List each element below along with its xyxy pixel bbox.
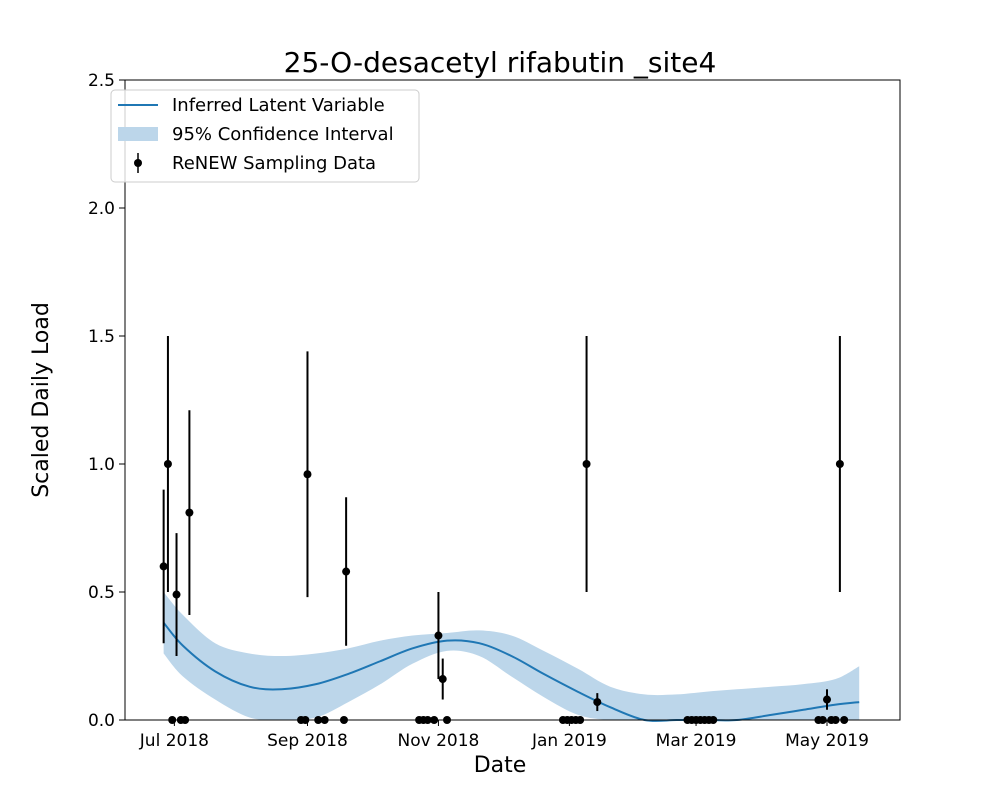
y-tick-label: 1.0: [88, 455, 115, 475]
sampling-point: [342, 567, 351, 576]
x-tick-label: Jan 2019: [531, 731, 607, 751]
legend-band-swatch: [118, 127, 158, 141]
legend: Inferred Latent Variable 95% Confidence …: [110, 89, 420, 183]
legend-label-confidence: 95% Confidence Interval: [172, 124, 394, 145]
sampling-point: [185, 508, 194, 517]
sampling-point: [593, 698, 602, 707]
x-axis-label: Date: [474, 753, 527, 778]
legend-label-sampling: ReNEW Sampling Data: [172, 153, 376, 174]
sampling-point: [303, 470, 312, 479]
x-tick-label: Jul 2018: [139, 731, 209, 751]
sampling-point: [582, 460, 591, 468]
y-axis: 0.0 0.5 1.0 1.5 2.0 2.5: [88, 71, 125, 731]
sampling-point: [172, 590, 181, 599]
sampling-point: [823, 695, 832, 704]
y-axis-label: Scaled Daily Load: [29, 302, 54, 498]
x-tick-label: Sep 2018: [267, 731, 348, 751]
x-tick-label: May 2019: [785, 731, 869, 751]
chart-title: 25-O-desacetyl rifabutin _site4: [284, 46, 717, 79]
sampling-point: [163, 460, 172, 468]
x-axis: Jul 2018 Sep 2018 Nov 2018 Jan 2019 Mar 2019…: [139, 720, 869, 751]
plot-frame: [124, 79, 901, 721]
legend-label-latent: Inferred Latent Variable: [172, 95, 385, 116]
legend-box: [110, 89, 420, 183]
latent-variable-line: [162, 622, 860, 722]
y-tick-label: 0.0: [88, 711, 115, 731]
sampling-point: [434, 631, 443, 640]
legend-point-swatch: [134, 159, 142, 167]
y-tick-label: 1.5: [88, 327, 115, 347]
plot-area: [159, 336, 860, 724]
sampling-point: [835, 460, 844, 468]
y-tick-label: 0.5: [88, 583, 115, 603]
x-tick-label: Mar 2019: [656, 731, 737, 751]
sampling-point: [159, 562, 168, 571]
y-tick-label: 2.0: [88, 199, 115, 219]
x-tick-label: Nov 2018: [398, 731, 480, 751]
y-tick-label: 2.5: [88, 71, 115, 91]
sampling-point: [438, 675, 447, 684]
